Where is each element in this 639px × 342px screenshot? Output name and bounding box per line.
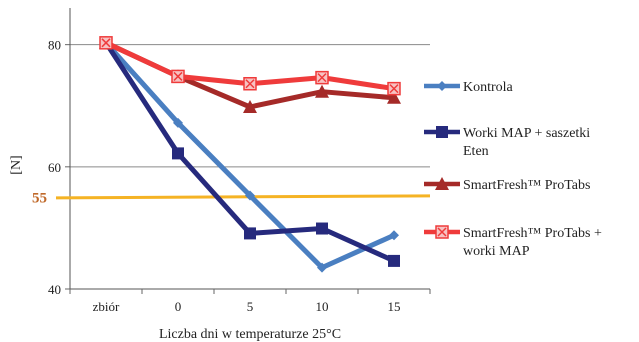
- series-1-point-3-shape: [316, 222, 328, 235]
- series-3-point-4-cross: [389, 84, 399, 94]
- reference-line-label: 55: [32, 190, 47, 206]
- series-0-point-1: [173, 117, 183, 128]
- series-2-point-2-shape: [243, 99, 257, 113]
- series-0-point-4-shape: [389, 230, 399, 241]
- x-tick-label-1: 0: [175, 299, 182, 314]
- legend-item-2-label-0: SmartFresh™ ProTabs: [463, 178, 590, 193]
- legend-item-3-label-1: worki MAP: [463, 244, 530, 259]
- y-axis-title: [N]: [9, 155, 24, 174]
- x-axis-title: Liczba dni w temperaturze 25°C: [159, 327, 341, 342]
- x-tick-labels: zbiór 0 5 10 15: [93, 299, 401, 314]
- series-group: [99, 35, 401, 273]
- series-1-point-4: [388, 254, 400, 267]
- axes: [69, 8, 431, 294]
- legend-item-1-label-0: Worki MAP + saszetki: [463, 126, 590, 141]
- series-0-point-2: [245, 190, 255, 201]
- legend: Kontrola Worki MAP + saszetki Eten SmartFre…: [424, 80, 602, 259]
- series-1-point-2: [244, 227, 256, 240]
- series-2-point-2: [243, 99, 257, 113]
- series-3-point-0: [99, 36, 113, 50]
- series-3: [99, 36, 401, 96]
- legend-item-2-swatch-marker-shape: [435, 177, 449, 190]
- series-2-point-4: [387, 90, 401, 104]
- x-tick-label-2: 5: [247, 299, 254, 314]
- legend-item-3-label-0: SmartFresh™ ProTabs +: [463, 226, 602, 241]
- series-2-line: [103, 40, 397, 110]
- x-tick-label-0: zbiór: [93, 299, 120, 314]
- legend-item-0-swatch-marker: [437, 81, 447, 91]
- legend-item-3-swatch-marker-cross: [437, 227, 447, 237]
- series-0-point-4: [389, 230, 399, 241]
- series-2-point-3: [315, 84, 329, 98]
- series-3-point-0-cross: [101, 38, 111, 48]
- series-3-point-1: [171, 69, 185, 84]
- legend-item-3-swatch-marker: [435, 225, 449, 239]
- legend-item-1-swatch-marker: [436, 126, 448, 138]
- reference-line-group: 55: [32, 190, 431, 206]
- legend-item-1: Worki MAP + saszetki Eten: [424, 126, 590, 159]
- legend-item-1-swatch-marker-shape: [436, 126, 448, 138]
- x-tick-label-3: 10: [316, 299, 329, 314]
- legend-item-0-swatch-marker-shape: [437, 81, 447, 91]
- series-2-point-3-shape: [315, 84, 329, 98]
- series-3-point-4: [387, 81, 401, 96]
- y-tick-label-40: 40: [48, 282, 61, 297]
- series-3-point-2: [243, 76, 257, 91]
- x-tick-label-4: 15: [388, 299, 401, 314]
- series-0-point-2-shape: [245, 190, 255, 201]
- series-3-point-3: [315, 70, 329, 85]
- series-1: [100, 36, 400, 267]
- y-tick-label-60: 60: [48, 160, 61, 175]
- legend-item-0-label-0: Kontrola: [463, 80, 514, 95]
- series-2-point-4-shape: [387, 90, 401, 104]
- series-3-point-3-cross: [317, 73, 327, 83]
- series-3-point-2-cross: [245, 79, 255, 89]
- series-1-point-1: [172, 147, 184, 160]
- series-1-point-3: [316, 222, 328, 235]
- series-1-point-4-shape: [388, 254, 400, 267]
- legend-item-2: SmartFresh™ ProTabs: [424, 177, 590, 193]
- series-1-point-2-shape: [244, 227, 256, 240]
- series-0-point-3: [317, 262, 327, 273]
- y-tick-labels: 40 60 80: [48, 38, 61, 297]
- legend-item-1-label-1: Eten: [463, 144, 489, 159]
- legend-item-0: Kontrola: [424, 80, 514, 95]
- series-0-point-1-shape: [173, 117, 183, 128]
- series-0-point-3-shape: [317, 262, 327, 273]
- series-3-point-1-cross: [173, 71, 183, 81]
- y-tick-label-80: 80: [48, 38, 61, 53]
- series-1-point-1-shape: [172, 147, 184, 160]
- legend-item-3: SmartFresh™ ProTabs + worki MAP: [424, 225, 602, 259]
- reference-line: [55, 194, 431, 200]
- legend-item-2-swatch-marker: [435, 177, 449, 190]
